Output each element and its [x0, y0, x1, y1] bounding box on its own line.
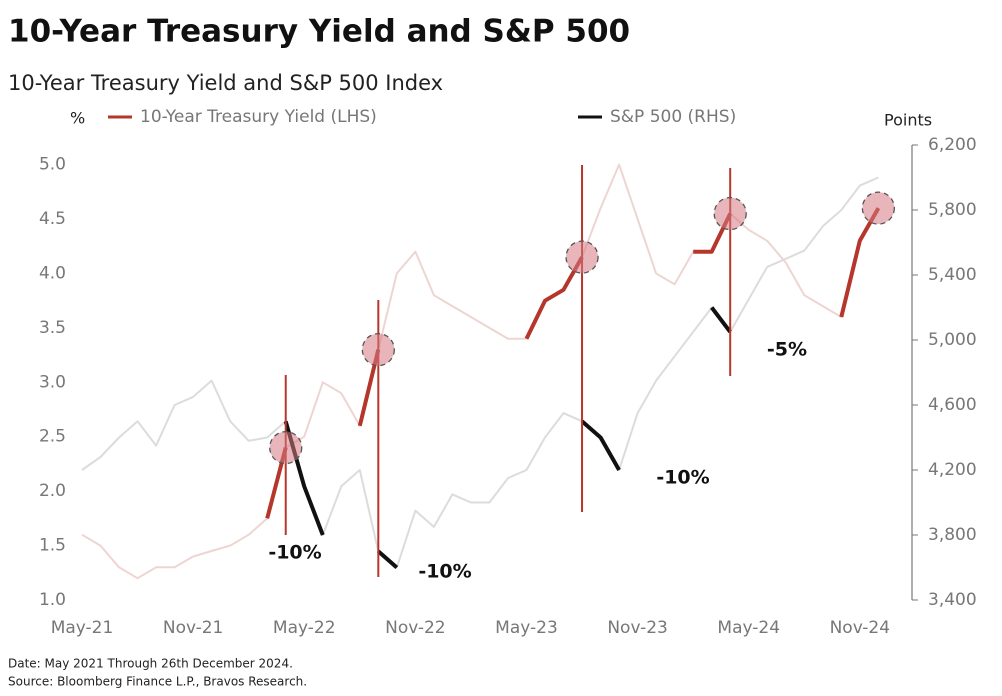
- y2-tick-label: 4,600: [928, 395, 977, 415]
- note: Date: May 2021 Through 26th December 202…: [8, 657, 293, 671]
- y-tick-label: 3.0: [39, 372, 66, 392]
- y-tick-label: 2.0: [39, 481, 66, 501]
- legend-label: S&P 500 (RHS): [610, 107, 736, 127]
- annotation: -10%: [656, 467, 709, 489]
- y-axis-label: %: [70, 109, 85, 128]
- x-tick-label: May-24: [717, 618, 780, 638]
- y2-tick-label: 4,200: [928, 460, 977, 480]
- peak-circle: [565, 240, 599, 274]
- note: Source: Bloomberg Finance L.P., Bravos R…: [8, 675, 307, 689]
- y2-tick-label: 6,200: [928, 135, 977, 155]
- x-tick-label: May-22: [273, 618, 336, 638]
- y2-tick-label: 5,000: [928, 330, 977, 350]
- y2-tick-label: 3,400: [928, 590, 977, 610]
- annotation: -10%: [268, 542, 321, 564]
- y-tick-label: 3.5: [39, 318, 66, 338]
- x-tick-label: Nov-23: [607, 618, 668, 638]
- x-tick-label: May-23: [495, 618, 558, 638]
- chart-title: 10-Year Treasury Yield and S&P 500: [8, 14, 630, 50]
- line-series: [81, 163, 880, 580]
- y-tick-label: 5.0: [39, 155, 66, 175]
- peak-circle: [361, 332, 395, 367]
- y-tick-label: 4.0: [39, 263, 66, 283]
- y-tick-label: 1.5: [39, 536, 66, 556]
- y2-tick-label: 3,800: [928, 525, 977, 545]
- line-series: [81, 176, 879, 569]
- peak-circle: [861, 191, 896, 225]
- legend-label: 10-Year Treasury Yield (LHS): [140, 107, 377, 127]
- y-tick-label: 1.0: [39, 590, 66, 610]
- y-tick-label: 4.5: [39, 209, 66, 229]
- chart-subtitle: 10-Year Treasury Yield and S&P 500 Index: [8, 71, 443, 95]
- y2-tick-label: 5,800: [928, 200, 977, 220]
- y-tick-label: 2.5: [39, 427, 66, 447]
- x-tick-label: May-21: [51, 618, 114, 638]
- peak-circle: [269, 430, 303, 465]
- peak-circle: [713, 196, 747, 231]
- annotation: -5%: [767, 339, 807, 361]
- annotation: -10%: [418, 561, 471, 583]
- y2-tick-label: 5,400: [928, 265, 977, 285]
- y2-axis-label: Points: [884, 111, 932, 130]
- highlight-segment: [265, 207, 881, 519]
- x-tick-label: Nov-24: [830, 618, 891, 638]
- x-tick-label: Nov-21: [163, 618, 224, 638]
- x-tick-label: Nov-22: [385, 618, 446, 638]
- highlight-segment: [283, 306, 732, 570]
